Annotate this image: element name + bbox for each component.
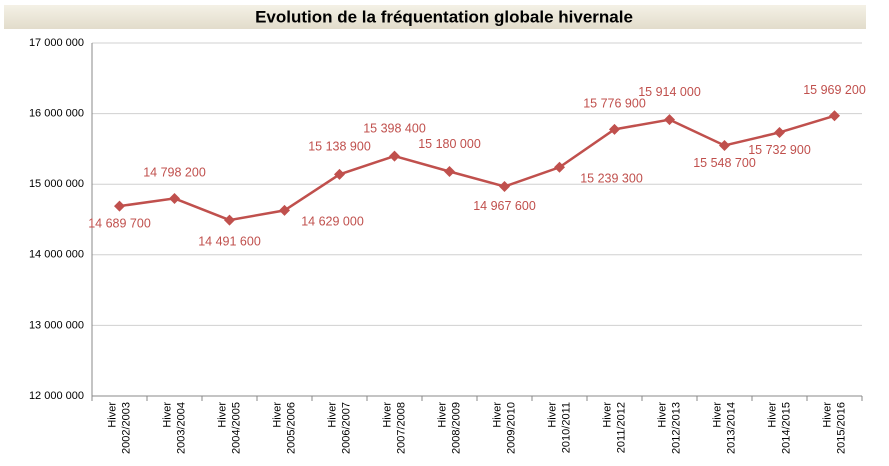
marker bbox=[114, 200, 125, 212]
x-tick-label: Hiver 2010/2011 bbox=[546, 402, 572, 454]
marker bbox=[664, 114, 675, 126]
x-tick-label: Hiver 2006/2007 bbox=[326, 402, 352, 454]
marker bbox=[774, 126, 785, 138]
value-label: 15 138 900 bbox=[308, 140, 371, 154]
marker bbox=[389, 150, 400, 162]
marker bbox=[444, 165, 455, 177]
value-label: 14 629 000 bbox=[301, 215, 364, 229]
y-tick-label: 16 000 000 bbox=[29, 108, 84, 120]
value-label: 14 491 600 bbox=[198, 234, 261, 248]
y-tick-label: 14 000 000 bbox=[29, 249, 84, 261]
x-tick-label: Hiver 2004/2005 bbox=[216, 402, 242, 454]
value-label: 15 548 700 bbox=[693, 156, 756, 170]
x-tick-label: Hiver 2005/2006 bbox=[271, 402, 297, 454]
x-tick-label: Hiver 2007/2008 bbox=[381, 402, 407, 454]
chart-title: Evolution de la fréquentation globale hi… bbox=[255, 7, 633, 26]
value-label: 15 776 900 bbox=[583, 97, 646, 111]
marker bbox=[224, 214, 235, 226]
x-tick-label: Hiver 2009/2010 bbox=[491, 402, 517, 454]
value-label: 15 239 300 bbox=[580, 172, 643, 186]
x-tick-label: Hiver 2012/2013 bbox=[656, 402, 682, 454]
marker bbox=[554, 161, 565, 173]
x-tick-label: Hiver 2008/2009 bbox=[436, 402, 462, 454]
title-band bbox=[4, 5, 866, 29]
x-tick-label: Hiver 2003/2004 bbox=[161, 402, 187, 454]
value-label: 15 180 000 bbox=[418, 137, 481, 151]
x-tick-label: Hiver 2011/2012 bbox=[601, 402, 627, 454]
x-tick-label: Hiver 2015/2016 bbox=[821, 402, 847, 454]
marker bbox=[334, 168, 345, 180]
marker bbox=[829, 110, 840, 122]
marker bbox=[169, 192, 180, 204]
y-tick-label: 17 000 000 bbox=[29, 37, 84, 49]
marker bbox=[499, 180, 510, 192]
marker bbox=[719, 139, 730, 151]
marker bbox=[279, 204, 290, 216]
series-line bbox=[119, 114, 835, 222]
value-label: 14 689 700 bbox=[88, 216, 151, 230]
x-tick-label: Hiver 2014/2015 bbox=[766, 402, 792, 454]
y-tick-label: 15 000 000 bbox=[29, 178, 84, 190]
y-tick-label: 13 000 000 bbox=[29, 319, 84, 331]
value-label: 15 969 200 bbox=[803, 83, 866, 97]
value-label: 14 798 200 bbox=[143, 166, 206, 180]
value-label: 15 398 400 bbox=[363, 121, 426, 135]
marker bbox=[609, 123, 620, 135]
x-tick-label: Hiver 2013/2014 bbox=[711, 402, 737, 454]
x-tick-label: Hiver 2002/2003 bbox=[106, 402, 132, 454]
value-label: 14 967 600 bbox=[473, 199, 536, 213]
value-label: 15 914 000 bbox=[638, 85, 701, 99]
y-tick-label: 12 000 000 bbox=[29, 390, 84, 402]
value-label: 15 732 900 bbox=[748, 143, 811, 157]
